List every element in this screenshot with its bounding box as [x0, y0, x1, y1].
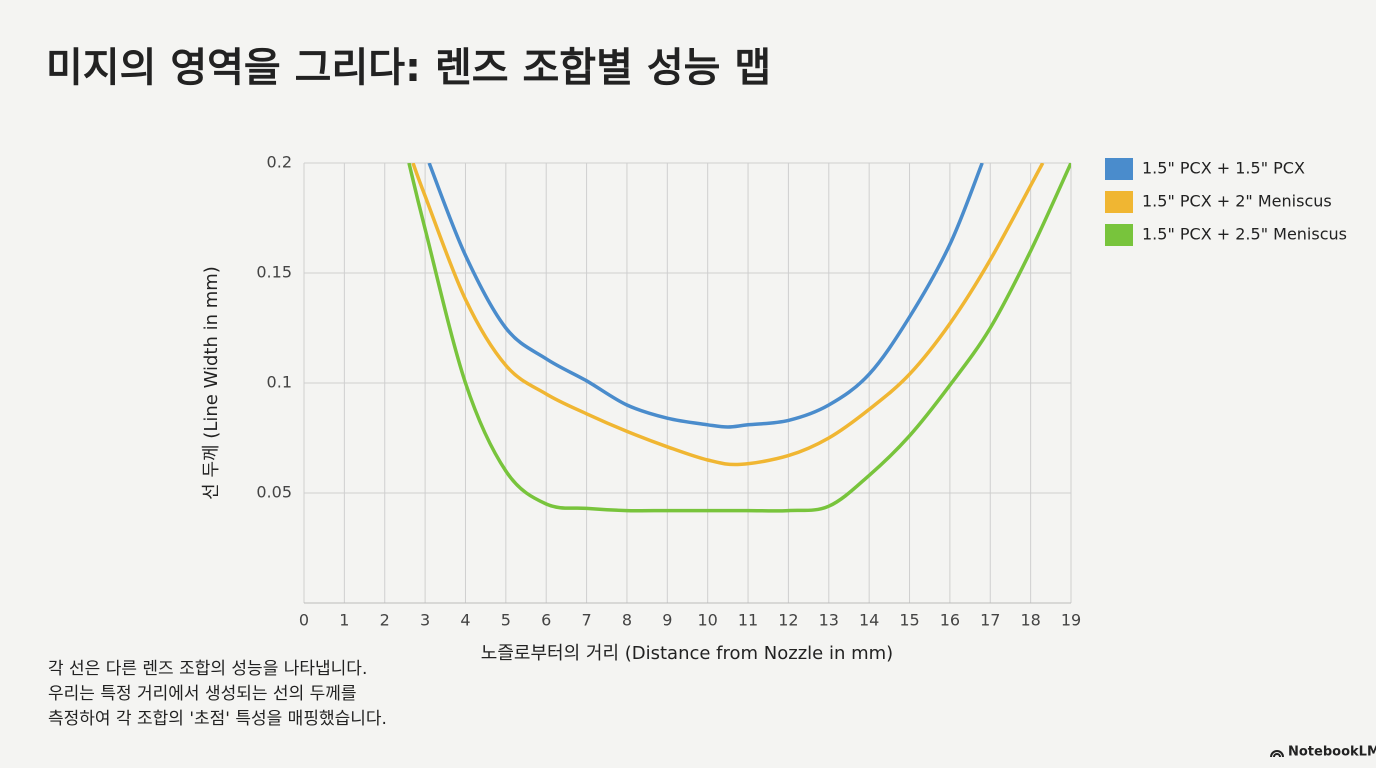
line: [411, 163, 1045, 467]
legend-label: 1.5" PCX + 1.5" PCX: [1142, 159, 1305, 178]
y-tick-label: 0.1: [267, 373, 292, 392]
x-tick-label: 1: [339, 611, 349, 630]
y-axis-label: 선 두께 (Line Width in mm): [201, 266, 222, 500]
legend-label: 1.5" PCX + 2" Meniscus: [1142, 192, 1332, 211]
x-tick-label: 15: [899, 611, 919, 630]
brand: NotebookLM: [1288, 745, 1376, 760]
x-tick-label: 9: [662, 611, 672, 630]
legend-swatch: [1105, 224, 1133, 246]
line: [407, 163, 1071, 513]
x-tick-label: 8: [622, 611, 632, 630]
x-tick-label: 16: [940, 611, 960, 630]
x-tick-label: 2: [380, 611, 390, 630]
x-tick-label: 12: [778, 611, 798, 630]
note: 각 선은 다른 렌즈 조합의 성능을 나타냅니다.: [48, 659, 367, 679]
legend-swatch: [1105, 191, 1133, 213]
x-tick-label: 18: [1020, 611, 1040, 630]
note: 측정하여 각 조합의 '초점' 특성을 매핑했습니다.: [48, 709, 387, 729]
x-tick-label: 19: [1061, 611, 1081, 630]
x-tick-label: 5: [501, 611, 511, 630]
x-tick-label: 13: [819, 611, 839, 630]
x-axis-label: 노즐로부터의 거리 (Distance from Nozzle in mm): [481, 643, 893, 664]
legend-label: 1.5" PCX + 2.5" Meniscus: [1142, 225, 1347, 244]
chart-title: 미지의 영역을 그리다: 렌즈 조합별 성능 맵: [46, 45, 771, 91]
x-tick-label: 3: [420, 611, 430, 630]
line: [427, 163, 984, 429]
x-tick-label: 17: [980, 611, 1000, 630]
x-tick-label: 6: [541, 611, 551, 630]
y-tick-label: 0.15: [256, 263, 292, 282]
x-tick-label: 4: [460, 611, 470, 630]
x-tick-label: 0: [299, 611, 309, 630]
x-tick-label: 11: [738, 611, 758, 630]
y-tick-label: 0.05: [256, 483, 292, 502]
x-tick-label: 7: [581, 611, 591, 630]
x-tick-label: 10: [698, 611, 718, 630]
x-tick-label: 14: [859, 611, 879, 630]
note: 우리는 특정 거리에서 생성되는 선의 두께를: [48, 684, 357, 704]
legend-swatch: [1105, 158, 1133, 180]
brand-logo: NotebookLM: [1270, 745, 1376, 760]
y-tick-label: 0.2: [267, 153, 292, 172]
